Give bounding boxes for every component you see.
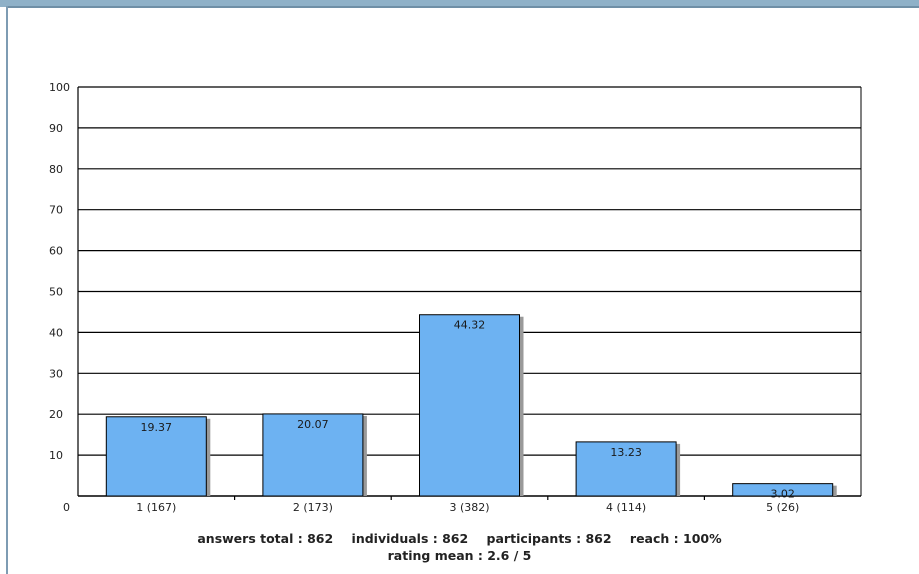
y-tick-label: 40	[49, 326, 63, 339]
x-tick-label: 1 (167)	[136, 501, 176, 514]
frame-top-border	[0, 0, 919, 7]
frame-top-inner-border	[6, 6, 919, 8]
x-origin-label: 0	[63, 501, 70, 514]
frame-left-border	[6, 6, 8, 574]
x-tick-label: 4 (114)	[606, 501, 646, 514]
bar	[419, 314, 520, 497]
x-tick-label: 5 (26)	[766, 501, 799, 514]
y-tick-label: 60	[49, 245, 63, 258]
x-tick-label: 2 (173)	[293, 501, 333, 514]
data-label: 44.32	[454, 319, 486, 332]
data-label: 20.07	[297, 418, 329, 431]
y-tick-label: 100	[49, 81, 70, 94]
rating-mean: rating mean : 2.6 / 5	[387, 548, 532, 563]
data-label: 13.23	[610, 446, 642, 459]
bar	[262, 413, 364, 497]
y-tick-label: 10	[49, 449, 63, 462]
y-tick-label: 20	[49, 408, 63, 421]
y-tick-label: 80	[49, 163, 63, 176]
x-tick-label: 3 (382)	[449, 501, 489, 514]
y-tick-label: 90	[49, 122, 63, 135]
y-tick-label: 30	[49, 367, 63, 380]
answers-total: answers total : 862	[197, 531, 334, 546]
bar	[732, 483, 834, 497]
y-tick-label: 50	[49, 286, 63, 299]
data-label: 19.37	[141, 421, 173, 434]
reach-value: reach : 100%	[629, 531, 722, 546]
participants-count: participants : 862	[486, 531, 612, 546]
data-label: 3.02	[770, 488, 795, 501]
bar	[575, 441, 677, 497]
y-tick-label: 70	[49, 204, 63, 217]
bar	[105, 416, 207, 497]
individuals-count: individuals : 862	[351, 531, 469, 546]
rating-mean-line: rating mean : 2.6 / 5	[0, 548, 919, 563]
summary-stats: answers total : 862 individuals : 862 pa…	[0, 531, 919, 546]
